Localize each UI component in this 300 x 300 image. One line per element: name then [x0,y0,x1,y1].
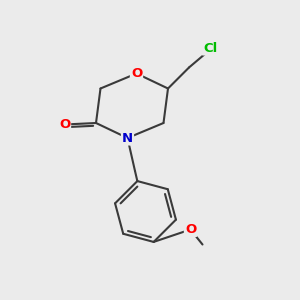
Text: N: N [122,131,133,145]
Text: O: O [59,118,70,131]
Text: O: O [131,67,142,80]
Text: O: O [185,223,196,236]
Text: Cl: Cl [203,41,217,55]
